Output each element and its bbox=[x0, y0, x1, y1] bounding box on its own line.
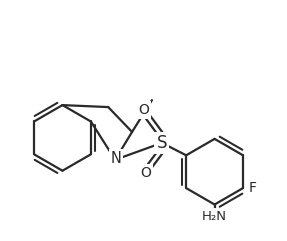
Text: O: O bbox=[141, 166, 152, 180]
Text: F: F bbox=[249, 181, 257, 195]
Text: N: N bbox=[111, 151, 122, 166]
Text: O: O bbox=[139, 103, 150, 117]
Text: H₂N: H₂N bbox=[202, 210, 227, 223]
Text: S: S bbox=[157, 134, 167, 152]
